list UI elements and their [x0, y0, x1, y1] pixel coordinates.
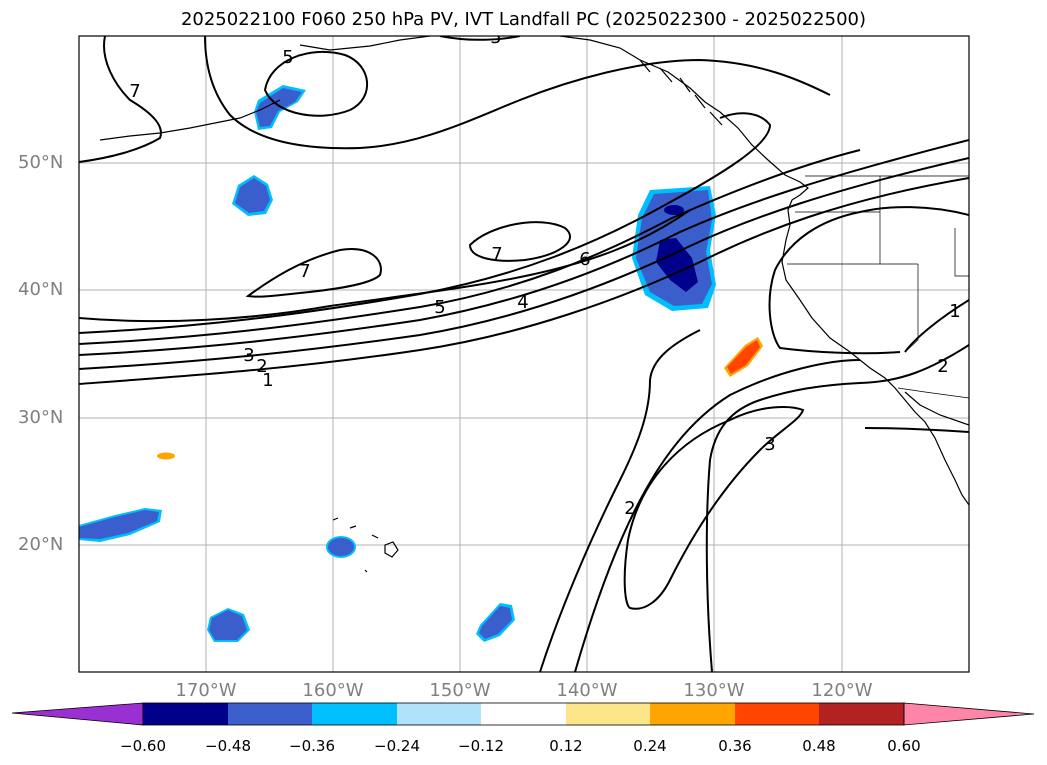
map-title: 2025022100 F060 250 hPa PV, IVT Landfall…: [180, 9, 867, 30]
contour-label: 4: [517, 292, 528, 313]
north-america-coast: [559, 36, 969, 506]
colorbar-tick: 0.60: [887, 737, 921, 755]
contour-labels: 5 5 7 7 7 6 5 4 3 2 1 1 2 3 2: [129, 27, 960, 519]
colorbar-tick: −0.24: [374, 737, 420, 755]
contour-label: 7: [491, 244, 502, 265]
contour-7-west: [79, 36, 162, 163]
contour-label: 7: [299, 261, 310, 282]
contour-2-inner: [574, 359, 861, 672]
colorbar-extend-right: [903, 702, 1035, 726]
lon-label-170w: 170°W: [175, 680, 237, 701]
hawaii-islands: [332, 517, 399, 573]
map-area: [79, 36, 969, 672]
contour-label: 5: [434, 297, 445, 318]
negative-anomaly-14n-east-core: [479, 606, 512, 639]
lon-label-120w: 120°W: [811, 680, 873, 701]
contour-label: 1: [949, 301, 960, 322]
negative-anomaly-alaska-core: [256, 88, 302, 127]
contour-5-circle-alaska: [263, 50, 368, 117]
contour-label: 1: [262, 370, 273, 391]
contour-2-far-east: [864, 427, 969, 433]
colorbar-frame: [142, 702, 905, 726]
contour-6: [79, 209, 691, 323]
contour-label: 3: [243, 345, 254, 366]
political-borders: [787, 175, 969, 399]
colorbar-segment: [650, 703, 735, 725]
colorbar-segment: [228, 703, 312, 725]
colorbar-segment: [566, 703, 650, 725]
positive-anomaly-27n: [157, 452, 175, 460]
colorbar-tick: 0.48: [802, 737, 836, 755]
pv-contours: [79, 36, 969, 672]
id-border: [879, 176, 969, 277]
baja-coast: [904, 391, 969, 426]
lat-label-30n: 30°N: [18, 407, 64, 428]
aleutian-islands: [99, 99, 281, 141]
contour-1: [79, 177, 969, 385]
negative-anomaly-21n-core: [79, 510, 159, 539]
colorbar: [11, 702, 1035, 726]
us-mexico-border: [897, 387, 969, 399]
contour-label: 2: [256, 356, 267, 377]
lat-label-40n: 40°N: [18, 279, 64, 300]
contour-2-east: [705, 344, 969, 672]
lat-label-20n: 20°N: [18, 534, 64, 555]
colorbar-segment: [312, 703, 397, 725]
lon-label-160w: 160°W: [302, 680, 364, 701]
colorbar-tick: −0.36: [289, 737, 335, 755]
contour-1-east: [904, 299, 969, 353]
colorbar-tick: −0.12: [458, 737, 504, 755]
contour-4: [79, 149, 861, 345]
gridlines: [79, 36, 969, 672]
contour-3-loop: [623, 406, 805, 610]
contour-5-envelope: [204, 36, 831, 150]
negative-anomaly-main-peak: [656, 238, 698, 292]
colorbar-segment: [735, 703, 819, 725]
negative-anomaly-main-peak-north: [664, 205, 684, 215]
positive-anomaly-socal-core: [727, 340, 760, 374]
negative-anomaly-hawaii-core: [328, 538, 354, 556]
contour-label: 5: [282, 47, 293, 68]
contour-7-loop-east: [468, 221, 572, 262]
colorbar-tick: 0.36: [718, 737, 752, 755]
contour-label: 2: [624, 498, 635, 519]
colorbar-extend-left: [11, 702, 144, 726]
colorbar-tick: −0.60: [120, 737, 166, 755]
contour-label: 7: [129, 81, 140, 102]
panhandle-islands: [639, 59, 723, 126]
colorbar-segment: [397, 703, 481, 725]
colorbar-tick: −0.48: [205, 737, 251, 755]
map-frame: [78, 35, 970, 673]
negative-anomaly-47n-core: [235, 178, 270, 213]
contour-5-top: [439, 36, 521, 41]
colorbar-tick: 0.24: [633, 737, 667, 755]
contour-label: 3: [764, 434, 775, 455]
coastlines: [99, 36, 969, 573]
contour-2: [79, 157, 969, 370]
contour-7-loop-west: [245, 248, 382, 298]
negative-anomaly-14n-west-core: [209, 610, 247, 640]
lat-label-50n: 50°N: [18, 152, 64, 173]
lon-label-130w: 130°W: [683, 680, 745, 701]
contour-label: 2: [937, 356, 948, 377]
colorbar-tick: 0.12: [549, 737, 583, 755]
contour-label: 6: [579, 249, 590, 270]
contour-2-south: [539, 329, 701, 672]
contour-label: 5: [490, 27, 501, 48]
colorbar-segment: [481, 703, 566, 725]
colorbar-segment: [143, 703, 228, 725]
lon-label-150w: 150°W: [429, 680, 491, 701]
pv-shading: [79, 85, 763, 642]
alaska-coast: [299, 36, 431, 51]
lon-label-140w: 140°W: [556, 680, 618, 701]
contour-3: [79, 139, 969, 356]
contour-ridge-east: [768, 206, 969, 355]
contour-5: [79, 112, 772, 334]
colorbar-segment: [819, 703, 904, 725]
